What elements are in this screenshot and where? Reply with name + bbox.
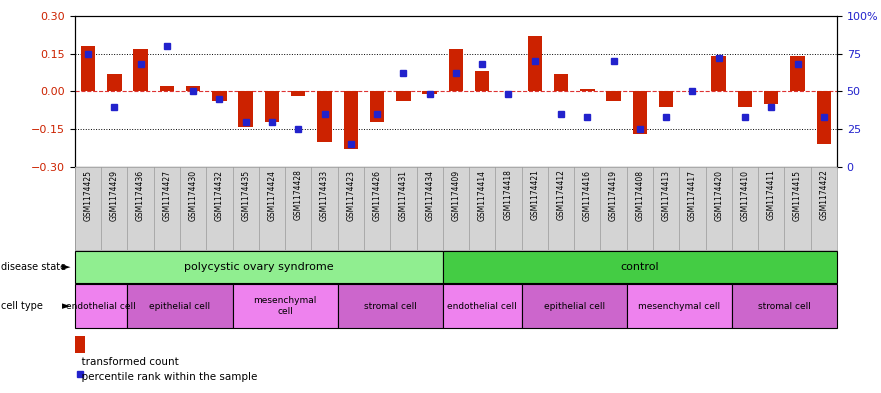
Text: percentile rank within the sample: percentile rank within the sample — [75, 372, 257, 382]
Text: epithelial cell: epithelial cell — [150, 302, 211, 310]
Bar — [239, 91, 253, 127]
Bar — [81, 46, 95, 91]
Bar — [344, 91, 358, 149]
Text: GSM1174430: GSM1174430 — [189, 169, 197, 220]
Bar — [186, 86, 200, 91]
Text: GSM1174417: GSM1174417 — [688, 169, 697, 220]
Bar — [337, 284, 443, 328]
Text: GSM1174418: GSM1174418 — [504, 169, 513, 220]
Text: GSM1174413: GSM1174413 — [662, 169, 670, 220]
Bar — [107, 74, 122, 91]
Text: GSM1174428: GSM1174428 — [293, 169, 303, 220]
Bar — [732, 284, 837, 328]
Text: GSM1174429: GSM1174429 — [110, 169, 119, 220]
Bar — [212, 91, 226, 101]
Text: GSM1174421: GSM1174421 — [530, 169, 539, 220]
Bar — [291, 91, 306, 96]
Bar — [128, 284, 233, 328]
Text: GSM1174422: GSM1174422 — [819, 169, 828, 220]
Bar — [75, 251, 443, 283]
Bar — [817, 91, 831, 144]
Text: GSM1174419: GSM1174419 — [609, 169, 618, 220]
Bar — [422, 91, 437, 94]
Bar — [712, 56, 726, 91]
Text: GSM1174410: GSM1174410 — [740, 169, 750, 220]
Bar — [233, 284, 337, 328]
Text: GSM1174420: GSM1174420 — [714, 169, 723, 220]
Bar — [528, 36, 542, 91]
Bar — [448, 48, 463, 91]
Text: mesenchymal
cell: mesenchymal cell — [254, 296, 317, 316]
Text: GSM1174415: GSM1174415 — [793, 169, 802, 220]
Text: GSM1174425: GSM1174425 — [84, 169, 93, 220]
Bar — [443, 251, 837, 283]
Text: GSM1174414: GSM1174414 — [478, 169, 486, 220]
Bar — [317, 91, 332, 142]
Bar — [580, 89, 595, 91]
Bar — [396, 91, 411, 101]
Text: ►: ► — [62, 262, 70, 272]
Bar — [443, 284, 522, 328]
Text: GSM1174416: GSM1174416 — [583, 169, 592, 220]
Bar — [265, 91, 279, 121]
Bar — [606, 91, 621, 101]
Text: stromal cell: stromal cell — [364, 302, 417, 310]
Bar — [75, 284, 128, 328]
Text: GSM1174409: GSM1174409 — [451, 169, 461, 220]
Bar — [737, 91, 752, 107]
Text: GSM1174412: GSM1174412 — [557, 169, 566, 220]
Bar — [633, 91, 647, 134]
Text: GSM1174435: GSM1174435 — [241, 169, 250, 220]
Text: GSM1174427: GSM1174427 — [162, 169, 172, 220]
Text: ►: ► — [62, 301, 70, 311]
Text: GSM1174426: GSM1174426 — [373, 169, 381, 220]
Text: stromal cell: stromal cell — [758, 302, 811, 310]
Text: GSM1174423: GSM1174423 — [346, 169, 355, 220]
Bar — [522, 284, 626, 328]
Bar — [626, 284, 732, 328]
Text: GSM1174408: GSM1174408 — [635, 169, 644, 220]
Bar — [659, 91, 673, 107]
Text: GSM1174424: GSM1174424 — [268, 169, 277, 220]
Bar — [370, 91, 384, 121]
Bar — [764, 91, 779, 104]
Bar — [790, 56, 804, 91]
Text: GSM1174411: GSM1174411 — [766, 169, 776, 220]
Text: epithelial cell: epithelial cell — [544, 302, 604, 310]
Bar — [159, 86, 174, 91]
Text: GSM1174436: GSM1174436 — [136, 169, 145, 220]
Text: cell type: cell type — [1, 301, 43, 311]
Text: endothelial cell: endothelial cell — [448, 302, 517, 310]
Text: GSM1174434: GSM1174434 — [426, 169, 434, 220]
Text: GSM1174433: GSM1174433 — [320, 169, 329, 220]
Text: disease state: disease state — [1, 262, 66, 272]
Bar — [133, 48, 148, 91]
Text: endothelial cell: endothelial cell — [66, 302, 136, 310]
Text: polycystic ovary syndrome: polycystic ovary syndrome — [184, 262, 334, 272]
Text: GSM1174431: GSM1174431 — [399, 169, 408, 220]
Text: mesenchymal cell: mesenchymal cell — [638, 302, 721, 310]
Text: transformed count: transformed count — [75, 356, 179, 367]
Bar — [554, 74, 568, 91]
Bar — [475, 71, 490, 91]
Text: GSM1174432: GSM1174432 — [215, 169, 224, 220]
Text: control: control — [620, 262, 659, 272]
